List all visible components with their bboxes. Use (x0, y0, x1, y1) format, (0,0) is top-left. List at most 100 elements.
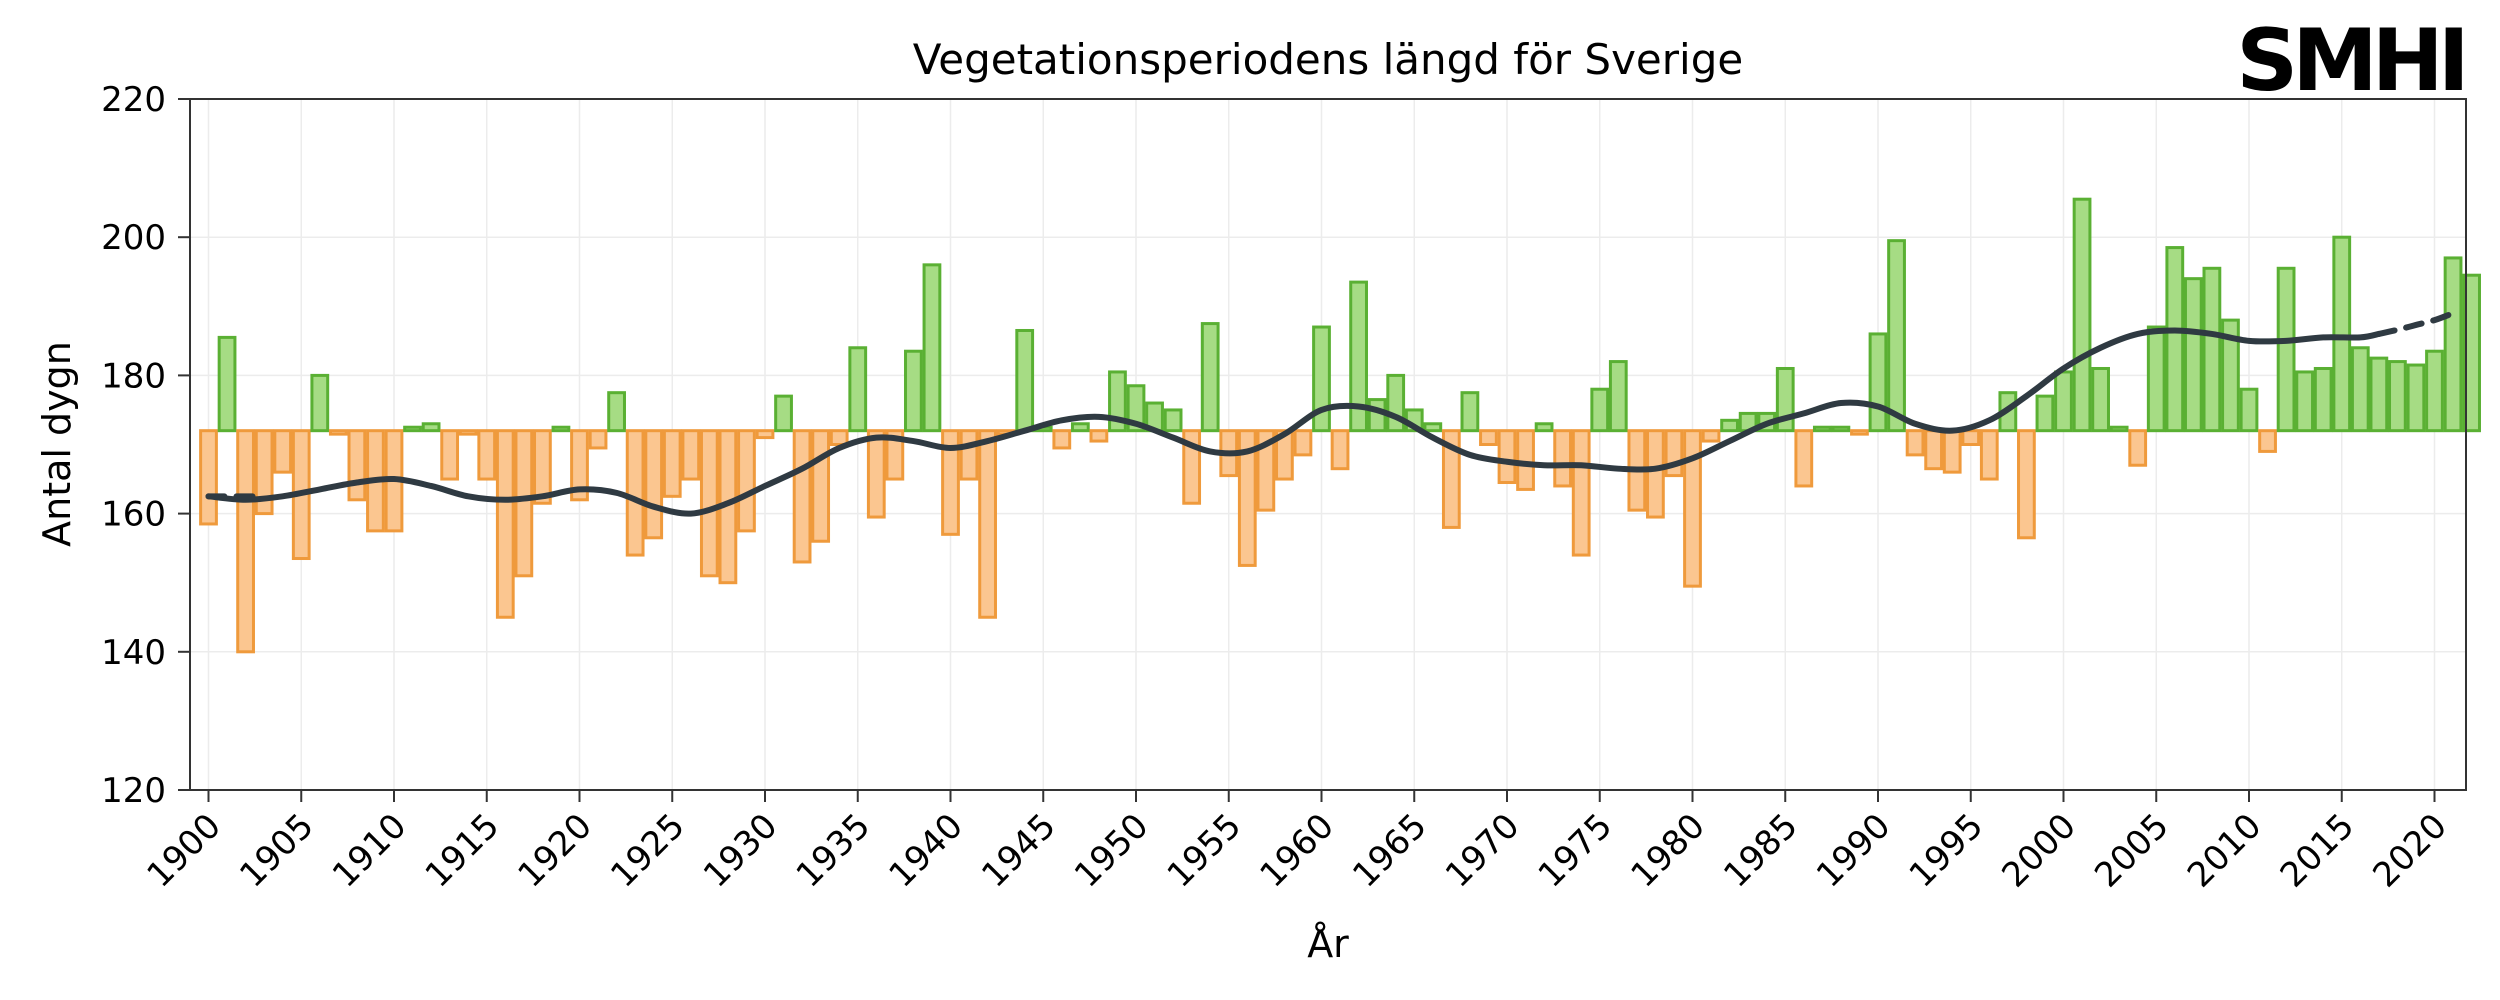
x-tick-label: 1975 (1531, 806, 1620, 895)
bar-2017 (2369, 356, 2389, 433)
bar-1925 (662, 429, 682, 498)
bar-2022 (2462, 273, 2481, 433)
bar-1972 (1534, 422, 1554, 433)
bar-1919 (551, 425, 571, 433)
bar-2001 (2072, 197, 2092, 433)
x-tick-label: 1985 (1716, 806, 1805, 895)
bar-1935 (848, 346, 868, 433)
bar-1998 (2017, 429, 2036, 540)
bar-1973 (1553, 429, 1573, 488)
bar-1904 (273, 429, 293, 474)
plot-frame (189, 98, 2467, 791)
y-axis-label: Antal dygn (35, 341, 79, 547)
bar-1966 (1423, 422, 1443, 433)
x-tick-label: 1910 (325, 806, 414, 895)
bar-1941 (959, 429, 979, 481)
bar-1990 (1868, 332, 1888, 433)
bar-1981 (1701, 429, 1721, 443)
bar-1930 (755, 429, 775, 440)
bar-2011 (2258, 429, 2277, 453)
bar-1976 (1608, 360, 1628, 433)
bar-1903 (254, 429, 274, 516)
bar-1959 (1293, 429, 1313, 457)
x-tick-label: 1915 (418, 806, 507, 895)
bar-1994 (1942, 429, 1962, 474)
bar-1999 (2035, 394, 2055, 433)
bar-1944 (1015, 328, 1035, 433)
x-tick-label: 1920 (510, 806, 599, 895)
bar-1923 (625, 429, 645, 557)
bar-1924 (644, 429, 664, 540)
bar-1978 (1646, 429, 1665, 519)
x-tick-label: 2010 (2180, 806, 2269, 895)
y-tick-label: 200 (101, 218, 166, 258)
bar-1975 (1590, 387, 1610, 433)
smhi-logo: SMHI (2236, 11, 2464, 111)
bar-1992 (1905, 429, 1925, 457)
bar-2014 (2313, 366, 2333, 433)
bar-1950 (1126, 384, 1146, 433)
bar-1974 (1571, 429, 1591, 557)
bar-2010 (2239, 387, 2259, 433)
bar-1907 (328, 429, 348, 436)
bar-2008 (2202, 266, 2222, 433)
bar-1995 (1961, 429, 1981, 446)
x-axis-label: År (1307, 922, 1349, 966)
bar-1947 (1070, 422, 1090, 433)
bar-1991 (1887, 239, 1906, 433)
bar-1986 (1794, 429, 1814, 488)
bar-1916 (495, 429, 515, 619)
bar-1914 (458, 429, 478, 436)
x-tick-label: 1970 (1438, 806, 1527, 895)
bar-1956 (1237, 429, 1257, 567)
bar-2021 (2443, 256, 2463, 433)
bar-1927 (699, 429, 719, 578)
bar-1906 (310, 373, 330, 433)
trend-lines (205, 310, 2457, 517)
bar-2009 (2221, 318, 2240, 433)
y-tick-label: 220 (101, 80, 166, 120)
bar-1908 (347, 429, 367, 502)
bar-1996 (1979, 429, 1999, 481)
x-tick-label: 1930 (696, 806, 785, 895)
y-tick-label: 180 (101, 356, 166, 396)
bar-1968 (1460, 391, 1480, 433)
bar-1915 (477, 429, 497, 481)
bar-2004 (2128, 429, 2148, 467)
bar-2019 (2406, 363, 2426, 433)
bar-2000 (2054, 370, 2073, 433)
bar-1929 (737, 429, 756, 533)
x-tick-label: 1995 (1902, 806, 1991, 895)
bar-1926 (681, 429, 701, 481)
bar-1902 (236, 429, 255, 654)
x-tick-label: 2020 (2365, 806, 2454, 895)
trend-line-dashed (2375, 310, 2457, 337)
bar-1900 (199, 429, 218, 526)
bar-1934 (829, 429, 849, 446)
bar-1987 (1812, 425, 1832, 433)
x-tick-label: 1935 (789, 806, 878, 895)
bar-1948 (1089, 429, 1109, 443)
chart-title: Vegetationsperiodens längd för Sverige (913, 35, 1743, 84)
bar-1918 (533, 429, 552, 505)
bar-2012 (2276, 266, 2296, 433)
bar-1954 (1200, 322, 1220, 433)
bar-1961 (1330, 429, 1350, 471)
bar-1940 (941, 429, 960, 536)
bar-1960 (1312, 325, 1331, 433)
x-tick-label: 1945 (974, 806, 1063, 895)
bar-1942 (978, 429, 997, 619)
bar-1971 (1516, 429, 1535, 491)
x-tick-label: 1925 (603, 806, 692, 895)
bar-1957 (1256, 429, 1276, 512)
bar-1933 (811, 429, 831, 543)
bar-2016 (2350, 346, 2370, 433)
bar-1931 (774, 394, 793, 433)
x-tick-label: 1955 (1160, 806, 1249, 895)
bar-2020 (2425, 349, 2444, 433)
y-tick-label: 120 (101, 771, 166, 811)
bars (199, 197, 2481, 654)
bar-1980 (1683, 429, 1702, 588)
bar-2018 (2388, 360, 2407, 433)
